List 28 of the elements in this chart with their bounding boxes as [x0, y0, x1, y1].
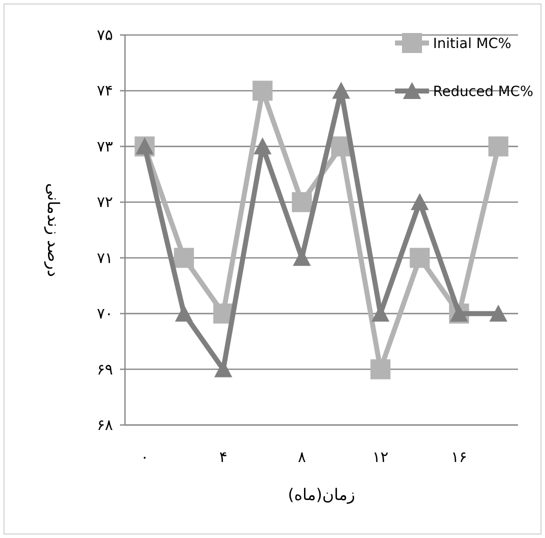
y-axis-title: درصد زندمانی — [44, 183, 63, 277]
x-tick-label: ۰ — [140, 448, 149, 466]
y-tick-label: ۶۹ — [96, 360, 113, 378]
point — [252, 80, 273, 101]
y-tick-label: ۷۵ — [96, 26, 113, 44]
y-tick-label: ۷۲ — [96, 193, 113, 212]
x-axis-title: زمان(ماه) — [288, 485, 356, 504]
point — [410, 248, 430, 268]
y-tick-label: ۷۱ — [96, 248, 113, 267]
legend-label: Initial MC% — [433, 36, 512, 52]
y-tick-label: ۷۰ — [96, 304, 113, 323]
point — [174, 304, 193, 322]
point — [332, 82, 350, 99]
point — [292, 192, 312, 212]
legend-label: Reduced MC% — [433, 84, 534, 100]
point — [254, 137, 272, 154]
point — [370, 359, 390, 380]
y-tick-label: ۷۴ — [96, 82, 113, 100]
x-tick-label: ۱۶ — [450, 448, 468, 466]
point — [488, 136, 508, 156]
point — [174, 248, 194, 268]
x-tick-label: ۴ — [219, 448, 228, 466]
point — [489, 304, 508, 322]
x-tick-label: ۱۲ — [372, 448, 389, 466]
y-tick-label: ۷۳ — [96, 137, 113, 156]
x-tick-label: ۸ — [298, 448, 306, 466]
y-tick-label: ۶۸ — [96, 416, 113, 434]
point — [410, 193, 429, 210]
